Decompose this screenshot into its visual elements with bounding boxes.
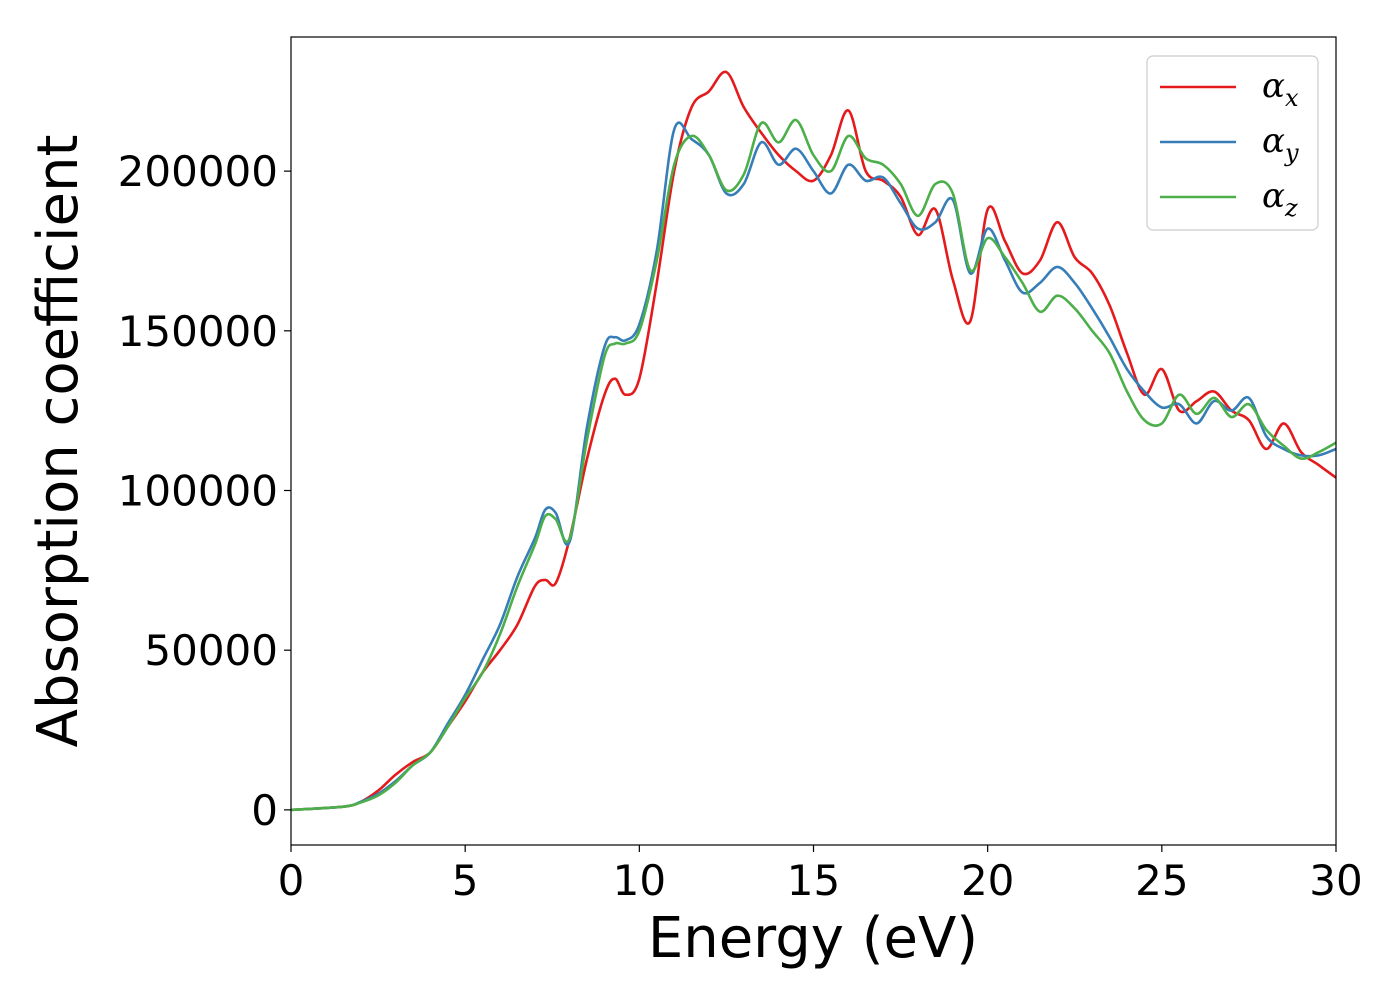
x-axis-ticks: 0 5 10 15 20 25 30: [278, 845, 1363, 905]
x-tick-label: 15: [787, 856, 840, 905]
legend: αx αy αz: [1146, 55, 1319, 231]
x-tick-label: 5: [452, 856, 479, 905]
x-tick-label: 30: [1309, 856, 1362, 905]
y-axis-ticks: 0 50000 100000 150000 200000: [118, 147, 291, 835]
legend-label-z: αz: [1262, 176, 1298, 222]
x-tick-label: 25: [1135, 856, 1188, 905]
series-line-x: [290, 70, 1337, 812]
series-line-y: [290, 121, 1337, 812]
legend-label-y: αy: [1262, 121, 1299, 167]
legend-label-x: αx: [1262, 66, 1299, 112]
y-tick-label: 50000: [144, 626, 278, 675]
y-tick-label: 200000: [118, 147, 278, 196]
series-layer: [290, 70, 1337, 812]
series-line-z: [290, 118, 1337, 812]
legend-items: αx αy αz: [1160, 66, 1299, 222]
x-axis-title: Energy (eV): [648, 906, 978, 971]
y-tick-label: 100000: [118, 467, 278, 516]
x-tick-label: 10: [613, 856, 666, 905]
x-tick-label: 20: [961, 856, 1014, 905]
y-axis-title: Absorption coefficient: [26, 135, 91, 748]
x-tick-label: 0: [278, 856, 305, 905]
y-tick-label: 0: [251, 786, 278, 835]
y-tick-label: 150000: [118, 307, 278, 356]
